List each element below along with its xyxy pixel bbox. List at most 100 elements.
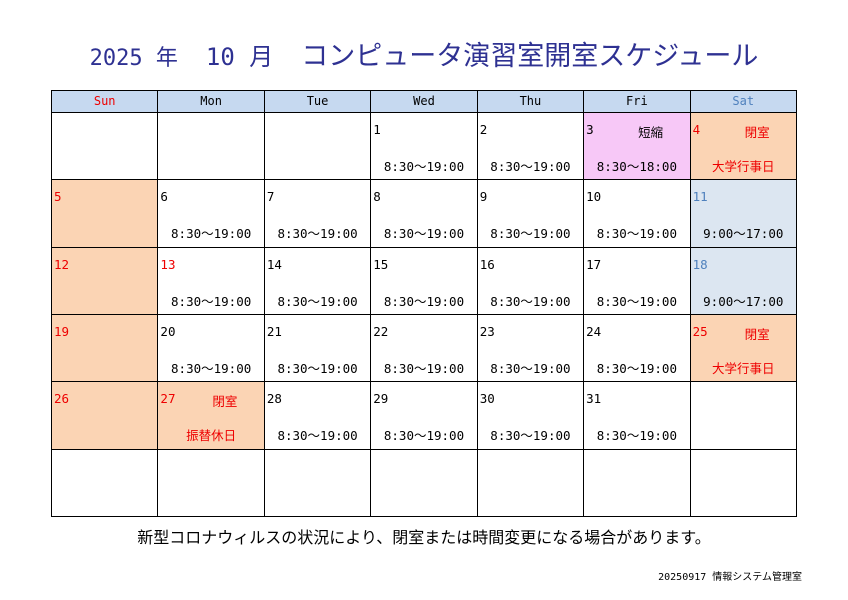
day-cell — [51, 112, 159, 181]
day-cell — [263, 112, 372, 181]
weekday-header: Thu — [476, 90, 585, 113]
day-number: 30 — [479, 391, 495, 407]
day-number: 3 — [586, 122, 594, 137]
opening-hours: 8:30～19:00 — [596, 428, 677, 444]
opening-hours: 8:30～19:00 — [171, 226, 252, 242]
day-number: 24 — [586, 324, 602, 339]
day-number: 10 — [586, 189, 602, 205]
day-number: 15 — [373, 256, 389, 272]
day-cell: 2 8:30～19:00 — [476, 112, 585, 181]
day-note: 閉室 — [212, 394, 238, 410]
day-cell: 6 8:30～19:00 — [157, 179, 265, 248]
day-cell: 30 8:30～19:00 — [476, 381, 585, 450]
opening-hours: 8:30～19:00 — [383, 293, 465, 309]
day-cell — [51, 448, 159, 517]
issuer: 20250917 情報システム管理室 — [658, 572, 802, 583]
day-number: 8 — [373, 189, 381, 205]
opening-hours: 8:30～19:00 — [596, 226, 677, 242]
opening-hours: 8:30～19:00 — [277, 361, 358, 376]
day-cell: 27 閉室 振替休日 — [157, 381, 265, 450]
closure-reason: 大学行事日 — [712, 159, 775, 174]
day-number: 2 — [479, 122, 488, 137]
title: 2025 年 10 月コンピュータ演習室開室スケジュール — [0, 34, 848, 73]
day-number: 27 — [160, 391, 176, 407]
day-cell: 31 8:30～19:00 — [583, 381, 691, 450]
day-number: 20 — [160, 324, 176, 339]
opening-hours: 8:30～18:00 — [596, 159, 677, 174]
day-number: 19 — [54, 324, 70, 339]
day-cell: 23 8:30～19:00 — [476, 314, 585, 383]
day-cell: 9 8:30～19:00 — [476, 179, 585, 248]
opening-hours: 8:30～19:00 — [277, 428, 358, 444]
day-cell: 22 8:30～19:00 — [370, 314, 478, 383]
day-cell: 3 短縮 8:30～18:00 — [583, 112, 691, 181]
day-cell: 16 8:30～19:00 — [476, 246, 585, 315]
day-number: 23 — [479, 324, 495, 339]
opening-hours: 8:30～19:00 — [383, 428, 465, 444]
day-cell: 21 8:30～19:00 — [263, 314, 372, 383]
day-cell: 11 9:00～17:00 — [689, 179, 797, 248]
day-number: 6 — [160, 189, 168, 205]
opening-hours: 9:00～17:00 — [703, 293, 784, 309]
opening-hours: 8:30～19:00 — [490, 361, 571, 376]
day-number: 18 — [692, 256, 708, 272]
day-number: 7 — [266, 189, 275, 205]
day-number: 14 — [266, 256, 282, 272]
opening-hours: 8:30～19:00 — [171, 361, 252, 376]
day-cell: 28 8:30～19:00 — [263, 381, 372, 450]
opening-hours: 8:30～19:00 — [490, 159, 571, 174]
day-note: 閉室 — [744, 327, 770, 342]
opening-hours: 8:30～19:00 — [383, 159, 465, 174]
opening-hours: 8:30～19:00 — [596, 293, 677, 309]
weekday-header: Sat — [689, 90, 797, 113]
day-cell: 4 閉室大学行事日 — [689, 112, 797, 181]
day-number: 17 — [586, 256, 602, 272]
day-cell: 24 8:30～19:00 — [583, 314, 691, 383]
day-cell — [263, 448, 372, 517]
opening-hours: 8:30～19:00 — [490, 428, 571, 444]
day-number: 26 — [54, 391, 70, 407]
weekday-header: Sun — [51, 90, 159, 113]
day-cell: 17 8:30～19:00 — [583, 246, 691, 315]
day-note: 閉室 — [744, 125, 770, 140]
day-cell: 15 8:30～19:00 — [370, 246, 478, 315]
day-cell: 7 8:30～19:00 — [263, 179, 372, 248]
day-cell: 18 9:00～17:00 — [689, 246, 797, 315]
opening-hours: 9:00～17:00 — [703, 226, 784, 242]
day-cell — [370, 448, 478, 517]
day-number: 4 — [692, 122, 701, 137]
day-cell: 29 8:30～19:00 — [370, 381, 478, 450]
day-number: 21 — [266, 324, 282, 339]
day-cell: 8 8:30～19:00 — [370, 179, 478, 248]
opening-hours: 8:30～19:00 — [490, 226, 571, 242]
opening-hours: 8:30～19:00 — [277, 226, 358, 242]
day-number: 12 — [54, 256, 70, 272]
day-cell: 14 8:30～19:00 — [263, 246, 372, 315]
title-month: 10 月 — [205, 43, 274, 71]
day-number: 5 — [54, 189, 62, 205]
day-number: 29 — [373, 391, 389, 407]
opening-hours: 8:30～19:00 — [277, 293, 358, 309]
opening-hours: 8:30～19:00 — [383, 361, 465, 376]
day-cell: 20 8:30～19:00 — [157, 314, 265, 383]
day-number: 31 — [586, 391, 602, 407]
day-cell: 5 — [51, 179, 159, 248]
opening-hours: 8:30～19:00 — [596, 361, 677, 376]
day-number: 1 — [373, 122, 381, 137]
opening-hours: 8:30～19:00 — [383, 226, 465, 242]
day-number: 22 — [373, 324, 389, 339]
day-number: 13 — [160, 256, 176, 272]
day-cell: 13 8:30～19:00 — [157, 246, 265, 315]
day-number: 9 — [479, 189, 488, 205]
day-number: 28 — [266, 391, 282, 407]
day-note: 短縮 — [638, 125, 664, 140]
day-cell — [689, 448, 797, 517]
day-number: 11 — [692, 189, 708, 205]
day-cell: 12 — [51, 246, 159, 315]
weekday-header: Fri — [583, 90, 691, 113]
calendar: Sun Mon Tue Wed Thu Fri Sat 1 8:30～19:00 2 8:30～19… — [51, 90, 797, 517]
day-cell: 26 — [51, 381, 159, 450]
weekday-header: Wed — [370, 90, 478, 113]
day-cell — [157, 112, 265, 181]
